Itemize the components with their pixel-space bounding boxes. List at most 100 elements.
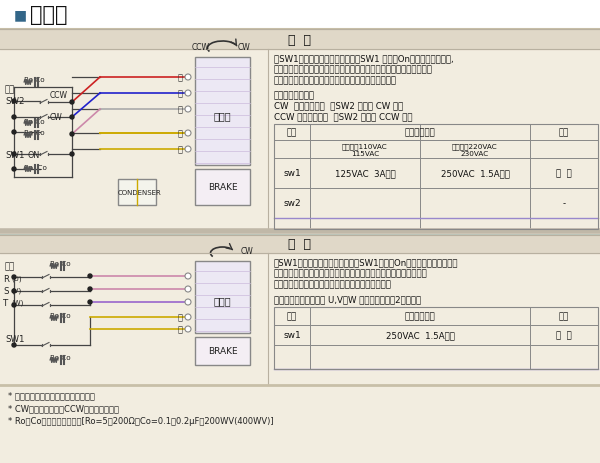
Text: 输入单相110VAC
115VAC: 输入单相110VAC 115VAC	[342, 143, 388, 156]
Bar	[118, 180, 156, 206]
Text: 接线图: 接线图	[30, 5, 67, 25]
Text: Ro Co: Ro Co	[24, 77, 44, 83]
Bar	[195, 169, 250, 206]
Text: 黄: 黄	[178, 325, 183, 334]
Text: 输入单相220VAC
230VAC: 输入单相220VAC 230VAC	[452, 143, 498, 156]
Circle shape	[185, 274, 191, 279]
Text: 同时制动系统开始有效，维持负载。（若电机停止时要解除制动的话，: 同时制动系统开始有效，维持负载。（若电机停止时要解除制动的话，	[274, 65, 433, 74]
Text: 若要变更旋转方向: 若要变更旋转方向	[274, 91, 315, 100]
Circle shape	[12, 168, 16, 172]
Circle shape	[12, 131, 16, 135]
Text: 电动机: 电动机	[214, 111, 232, 121]
Circle shape	[185, 300, 191, 305]
Text: Ro  Co: Ro Co	[24, 165, 47, 171]
Circle shape	[185, 91, 191, 97]
Text: sw2: sw2	[283, 199, 301, 208]
Circle shape	[88, 275, 92, 278]
Text: ON: ON	[28, 150, 40, 159]
Text: SW2: SW2	[5, 97, 25, 106]
Text: 开关: 开关	[287, 128, 297, 137]
Circle shape	[185, 326, 191, 332]
Bar	[274, 307, 598, 369]
Text: CCW: CCW	[50, 90, 68, 99]
Text: sw1: sw1	[283, 331, 301, 340]
Text: * Ro和Co是余电回收回路。[Ro=5～200Ω，Co=0.1～0.2μF，200WV(400WV)]: * Ro和Co是余电回收回路。[Ro=5～200Ω，Co=0.1～0.2μF，2…	[8, 416, 274, 425]
Text: sw1: sw1	[283, 169, 301, 178]
Text: (V): (V)	[11, 287, 21, 294]
Circle shape	[70, 133, 74, 137]
Bar	[0, 30, 600, 50]
Text: SW1: SW1	[5, 335, 25, 344]
Bar	[0, 236, 600, 253]
Text: ■: ■	[14, 8, 27, 22]
Text: 把连接在制动装置的导线（黄色线）连接在电源既可: 把连接在制动装置的导线（黄色线）连接在电源既可	[274, 279, 392, 288]
Text: 用SW1来控制电机和制动系统。把SW1 连接在On点时电机开始运转,: 用SW1来控制电机和制动系统。把SW1 连接在On点时电机开始运转,	[274, 54, 454, 63]
Circle shape	[88, 300, 92, 304]
Text: CONDENSER: CONDENSER	[117, 189, 161, 195]
Text: Ro Co: Ro Co	[24, 119, 44, 125]
Circle shape	[70, 101, 74, 105]
Circle shape	[88, 288, 92, 291]
Text: * 旋转方向时电机输出轴的旋转方向。: * 旋转方向时电机输出轴的旋转方向。	[8, 390, 95, 399]
Text: 红: 红	[178, 73, 183, 82]
Text: 把连接在制动装置的导线（黄色线）连接在电源既可。: 把连接在制动装置的导线（黄色线）连接在电源既可。	[274, 76, 397, 85]
Circle shape	[12, 303, 16, 307]
Circle shape	[185, 75, 191, 81]
Text: 连  动: 连 动	[556, 169, 572, 178]
Text: 电源: 电源	[5, 262, 15, 271]
Text: 黄: 黄	[178, 129, 183, 138]
Text: 电动机: 电动机	[214, 295, 232, 305]
Bar	[274, 125, 598, 230]
Text: 蓝: 蓝	[178, 89, 183, 98]
Circle shape	[185, 147, 191, 153]
Text: S: S	[3, 287, 8, 296]
Text: Ro Co: Ro Co	[50, 354, 71, 360]
Circle shape	[12, 343, 16, 347]
Text: CW: CW	[50, 112, 63, 121]
Text: CCW 逆时针方向：  把SW2 连接在 CCW 点上: CCW 逆时针方向： 把SW2 连接在 CCW 点上	[274, 112, 413, 121]
Text: 开关节点容量: 开关节点容量	[404, 312, 436, 321]
Circle shape	[185, 107, 191, 113]
Circle shape	[185, 314, 191, 320]
Text: BRAKE: BRAKE	[208, 183, 238, 192]
Bar	[195, 58, 250, 166]
Circle shape	[12, 289, 16, 294]
Text: 开关节点容量: 开关节点容量	[404, 128, 436, 137]
Bar	[195, 337, 250, 365]
Text: 黄: 黄	[178, 145, 183, 154]
Text: -: -	[562, 199, 566, 208]
Text: 时制动系统开始有效，维持负载。（若电机停止时要解除制动的话，: 时制动系统开始有效，维持负载。（若电机停止时要解除制动的话，	[274, 269, 428, 277]
Text: Ro Co: Ro Co	[50, 260, 71, 266]
Circle shape	[12, 153, 16, 156]
Text: 备注: 备注	[559, 312, 569, 321]
Circle shape	[12, 100, 16, 104]
Text: 三  相: 三 相	[289, 238, 311, 251]
Text: Ro Co: Ro Co	[50, 313, 71, 319]
Circle shape	[70, 116, 74, 120]
Circle shape	[185, 287, 191, 292]
Bar	[195, 262, 250, 333]
Text: R: R	[3, 275, 9, 284]
Text: 开关: 开关	[287, 312, 297, 321]
Circle shape	[185, 131, 191, 137]
Circle shape	[70, 153, 74, 156]
Text: 单  相: 单 相	[289, 33, 311, 46]
Text: 用SW1来控制电机和制动系统。把SW1连接在On点时电机开始运转，同: 用SW1来控制电机和制动系统。把SW1连接在On点时电机开始运转，同	[274, 257, 458, 266]
Text: CW  顺时针方向：  把SW2 连接在 CW 点上: CW 顺时针方向： 把SW2 连接在 CW 点上	[274, 101, 403, 110]
Text: 电源: 电源	[5, 85, 15, 94]
Text: 备注: 备注	[559, 128, 569, 137]
Text: SW1: SW1	[5, 150, 25, 159]
Text: CCW: CCW	[191, 44, 209, 52]
Text: 250VAC  1.5A以上: 250VAC 1.5A以上	[440, 169, 509, 178]
Text: CW: CW	[238, 44, 251, 52]
Text: (W): (W)	[11, 299, 23, 306]
Text: 250VAC  1.5A以上: 250VAC 1.5A以上	[386, 331, 454, 340]
Text: * CW为顺时针方向，CCW为逆时针方向。: * CW为顺时针方向，CCW为逆时针方向。	[8, 403, 119, 412]
Text: 连  动: 连 动	[556, 331, 572, 340]
Text: Ro Co: Ro Co	[24, 130, 44, 136]
Circle shape	[12, 116, 16, 120]
Text: 125VAC  3A以上: 125VAC 3A以上	[335, 169, 395, 178]
Text: (U): (U)	[11, 275, 22, 282]
Text: 白: 白	[178, 105, 183, 114]
Bar	[0, 0, 600, 30]
